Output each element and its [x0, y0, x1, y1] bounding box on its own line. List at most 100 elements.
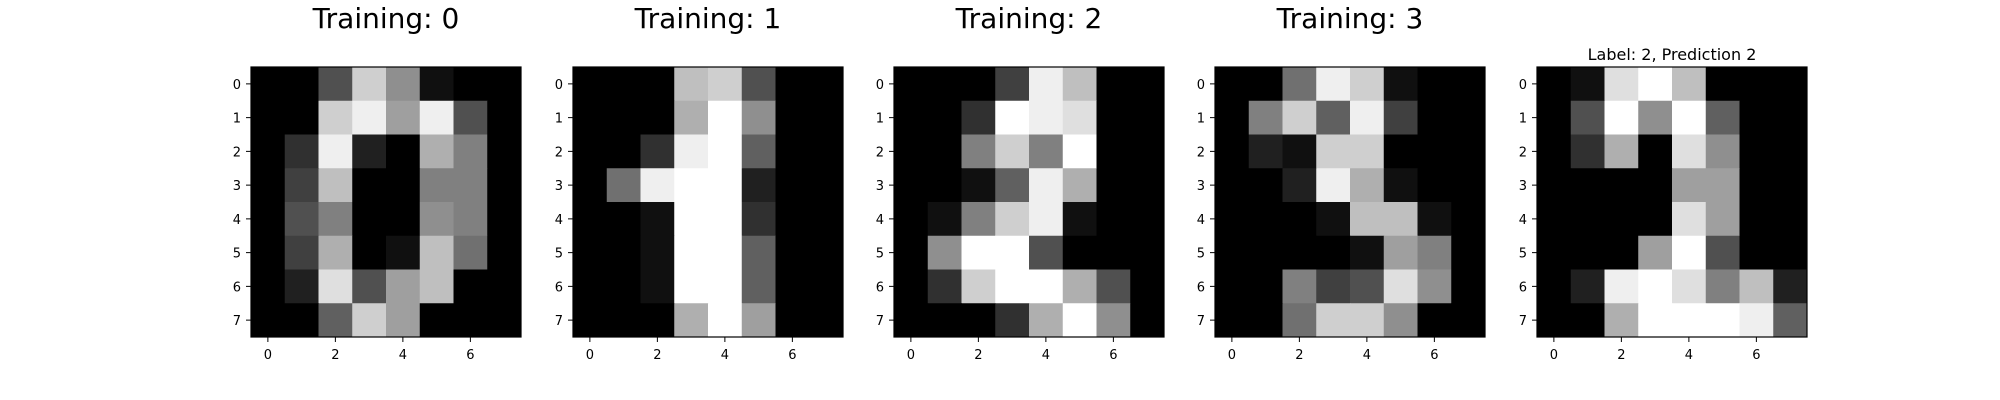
heatmap-cell — [1248, 303, 1283, 338]
heatmap-cell — [318, 303, 353, 338]
heatmap-cell — [1417, 100, 1452, 135]
x-tick-label: 6 — [1109, 348, 1117, 363]
y-tick-label: 3 — [876, 179, 884, 194]
x-tick-label: 6 — [1430, 348, 1438, 363]
heatmap-cell — [487, 134, 522, 169]
heatmap-cell — [775, 100, 810, 135]
heatmap-cell — [1773, 303, 1808, 338]
heatmap-cell — [961, 303, 996, 338]
heatmap-cell — [775, 269, 810, 304]
heatmap-cell — [386, 100, 421, 135]
y-tick-label: 7 — [876, 314, 884, 329]
y-tick-label: 7 — [233, 314, 241, 329]
digit-panel-4: Label: 2, Prediction 2 0 1 2 3 4 5 6 7 0 2 4 6 — [1519, 45, 1808, 363]
heatmap-cell — [995, 168, 1030, 203]
y-tick-label: 0 — [1519, 78, 1527, 93]
heatmap-cell — [894, 134, 929, 169]
heatmap-cell — [453, 303, 488, 338]
heatmap-cell — [1672, 269, 1707, 304]
heatmap-cell — [1282, 269, 1317, 304]
heatmap-cell — [386, 134, 421, 169]
heatmap-cell — [674, 67, 709, 102]
heatmap-cell — [1773, 67, 1808, 102]
heatmap-cell — [251, 269, 286, 304]
heatmap-cell — [284, 134, 319, 169]
heatmap-cell — [606, 269, 641, 304]
heatmap-cell — [995, 67, 1030, 102]
heatmap-cell — [1604, 202, 1639, 237]
heatmap-cell — [894, 67, 929, 102]
x-tick-label: 0 — [1550, 348, 1558, 363]
y-tick-label: 1 — [233, 112, 241, 127]
heatmap-cell — [1638, 100, 1673, 135]
heatmap-cell — [1705, 269, 1740, 304]
heatmap-cell — [1417, 134, 1452, 169]
x-tick-label: 2 — [1617, 348, 1625, 363]
heatmap-cell — [775, 134, 810, 169]
heatmap-cell — [1672, 100, 1707, 135]
heatmap-cell — [1282, 168, 1317, 203]
heatmap-cell — [1537, 303, 1572, 338]
heatmap-cell — [284, 168, 319, 203]
heatmap-cell — [1350, 100, 1385, 135]
panel-title: Training: 2 — [955, 2, 1103, 35]
heatmap-cell — [1350, 168, 1385, 203]
heatmap-cell — [573, 100, 608, 135]
heatmap-cell — [708, 100, 743, 135]
y-tick-label: 5 — [233, 247, 241, 262]
heatmap-cell — [251, 202, 286, 237]
heatmap-cell — [318, 67, 353, 102]
heatmap-cell — [606, 202, 641, 237]
heatmap-cell — [674, 100, 709, 135]
heatmap-cell — [386, 202, 421, 237]
heatmap-cell — [640, 67, 675, 102]
heatmap-cell — [386, 235, 421, 270]
heatmap-cell — [1350, 67, 1385, 102]
heatmap-cell — [894, 202, 929, 237]
heatmap-cell — [995, 100, 1030, 135]
heatmap-cell — [1350, 269, 1385, 304]
heatmap-cell — [573, 269, 608, 304]
heatmap-cell — [1316, 269, 1351, 304]
x-tick-label: 6 — [466, 348, 474, 363]
heatmap-cell — [640, 303, 675, 338]
heatmap-cell — [386, 67, 421, 102]
heatmap-cell — [251, 235, 286, 270]
heatmap-cell — [1604, 100, 1639, 135]
heatmap-cell — [1417, 168, 1452, 203]
heatmap-cell — [1672, 303, 1707, 338]
heatmap-cell — [1537, 168, 1572, 203]
heatmap-cell — [606, 303, 641, 338]
heatmap-cell — [318, 134, 353, 169]
heatmap-cell — [1638, 168, 1673, 203]
heatmap-cell — [1570, 235, 1605, 270]
x-tick-label: 2 — [974, 348, 982, 363]
heatmap-cell — [894, 269, 929, 304]
heatmap-cell — [1705, 168, 1740, 203]
x-tick-label: 2 — [653, 348, 661, 363]
y-tick-label: 3 — [1519, 179, 1527, 194]
heatmap-cell — [1350, 134, 1385, 169]
axes-frame — [1536, 66, 1808, 338]
heatmap-cell — [1029, 67, 1064, 102]
heatmap-cell — [453, 168, 488, 203]
heatmap-cell — [1773, 134, 1808, 169]
x-tick-label: 4 — [1363, 348, 1371, 363]
heatmap-cell — [318, 168, 353, 203]
y-tick-label: 0 — [555, 78, 563, 93]
heatmap-cell — [1282, 235, 1317, 270]
heatmap-cell — [640, 202, 675, 237]
heatmap-cell — [1773, 269, 1808, 304]
heatmap-cell — [1029, 202, 1064, 237]
heatmap-cell — [1383, 67, 1418, 102]
heatmap-cell — [1570, 269, 1605, 304]
heatmap-cell — [1350, 202, 1385, 237]
x-tick-label: 4 — [721, 348, 729, 363]
heatmap-cell — [352, 269, 387, 304]
heatmap-cell — [1350, 303, 1385, 338]
heatmap-cell — [1248, 269, 1283, 304]
heatmap-cell — [284, 269, 319, 304]
heatmap-cell — [1672, 202, 1707, 237]
heatmap-cell — [1417, 303, 1452, 338]
heatmap-cell — [1130, 235, 1165, 270]
